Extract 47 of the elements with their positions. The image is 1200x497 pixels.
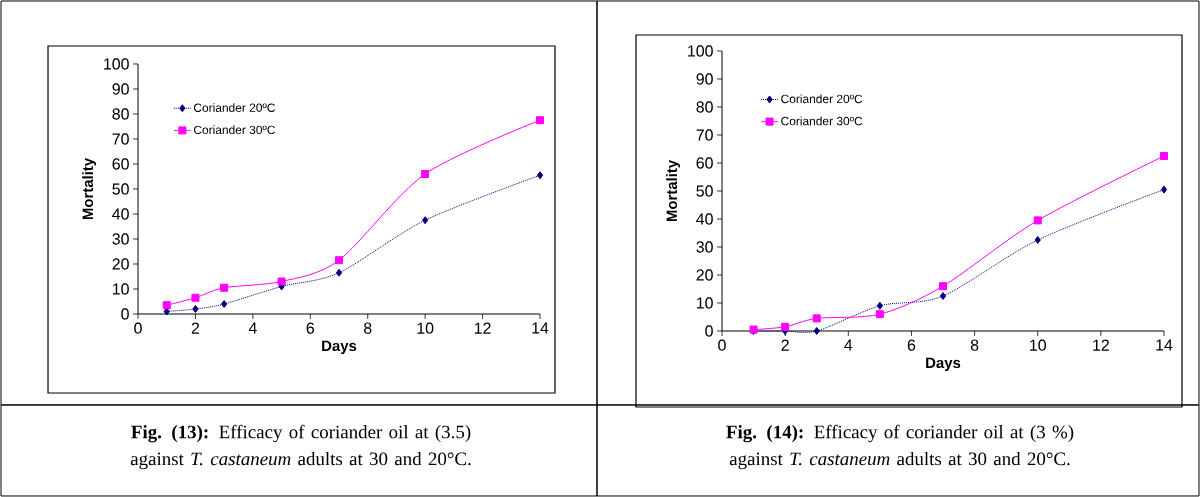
y-tick-label: 80: [696, 101, 713, 113]
y-tick-label: 30: [696, 241, 713, 253]
legend-label: Coriander 20ºC: [193, 103, 275, 112]
x-tick-label: 4: [248, 322, 257, 334]
x-tick-label: 2: [781, 339, 789, 351]
y-tick-label: 60: [696, 157, 713, 169]
x-tick-label: 10: [1030, 339, 1046, 351]
x-tick-label: 12: [474, 322, 491, 334]
y-tick-label: 50: [696, 185, 713, 197]
y-tick-label: 0: [121, 308, 129, 320]
y-tick-label: 100: [104, 58, 129, 70]
x-tick-label: 2: [191, 322, 200, 334]
y-tick-label: 90: [696, 73, 713, 85]
x-tick-label: 8: [970, 339, 979, 351]
y-tick-label: 80: [112, 108, 129, 120]
y-axis-title: Mortality: [666, 159, 681, 222]
y-axis-title: Mortality: [82, 157, 97, 220]
x-tick-label: 14: [1156, 339, 1173, 351]
y-tick-label: 40: [112, 208, 129, 220]
x-axis-title: Days: [322, 340, 357, 355]
x-axis-title: Days: [926, 357, 961, 372]
y-tick-label: 70: [112, 133, 129, 145]
y-tick-label: 70: [696, 129, 713, 141]
y-tick-label: 30: [112, 233, 129, 245]
x-tick-label: 0: [134, 322, 142, 334]
y-tick-label: 90: [112, 83, 129, 95]
y-tick-label: 20: [696, 269, 713, 281]
legend-label: Coriander 30ºC: [193, 125, 275, 135]
y-tick-label: 10: [112, 283, 129, 295]
y-tick-label: 20: [112, 258, 129, 270]
x-tick-label: 4: [844, 339, 853, 351]
x-tick-label: 10: [417, 322, 434, 334]
legend-label: Coriander 30ºC: [781, 116, 863, 126]
x-tick-label: 12: [1093, 339, 1109, 351]
legend-label: Coriander 20ºC: [781, 94, 863, 104]
x-tick-label: 6: [907, 339, 916, 351]
x-tick-label: 14: [532, 322, 549, 334]
x-tick-label: 8: [363, 322, 372, 334]
x-tick-label: 0: [718, 339, 726, 351]
y-tick-label: 60: [112, 158, 129, 170]
y-tick-label: 40: [696, 213, 713, 225]
y-tick-label: 100: [688, 45, 713, 57]
chart-title: Fig. (14): Efficacy of coriander oil at (3 %) against T. castaneum adults at 30 and 20°C.: [726, 424, 1074, 470]
y-tick-label: 10: [696, 297, 713, 309]
y-tick-label: 50: [112, 183, 129, 195]
chart-title: Fig. (13): Efficacy of coriander oil at (3.5) against T. castaneum adults at 30 and 20°C.: [130, 424, 471, 470]
x-tick-label: 6: [306, 322, 315, 334]
